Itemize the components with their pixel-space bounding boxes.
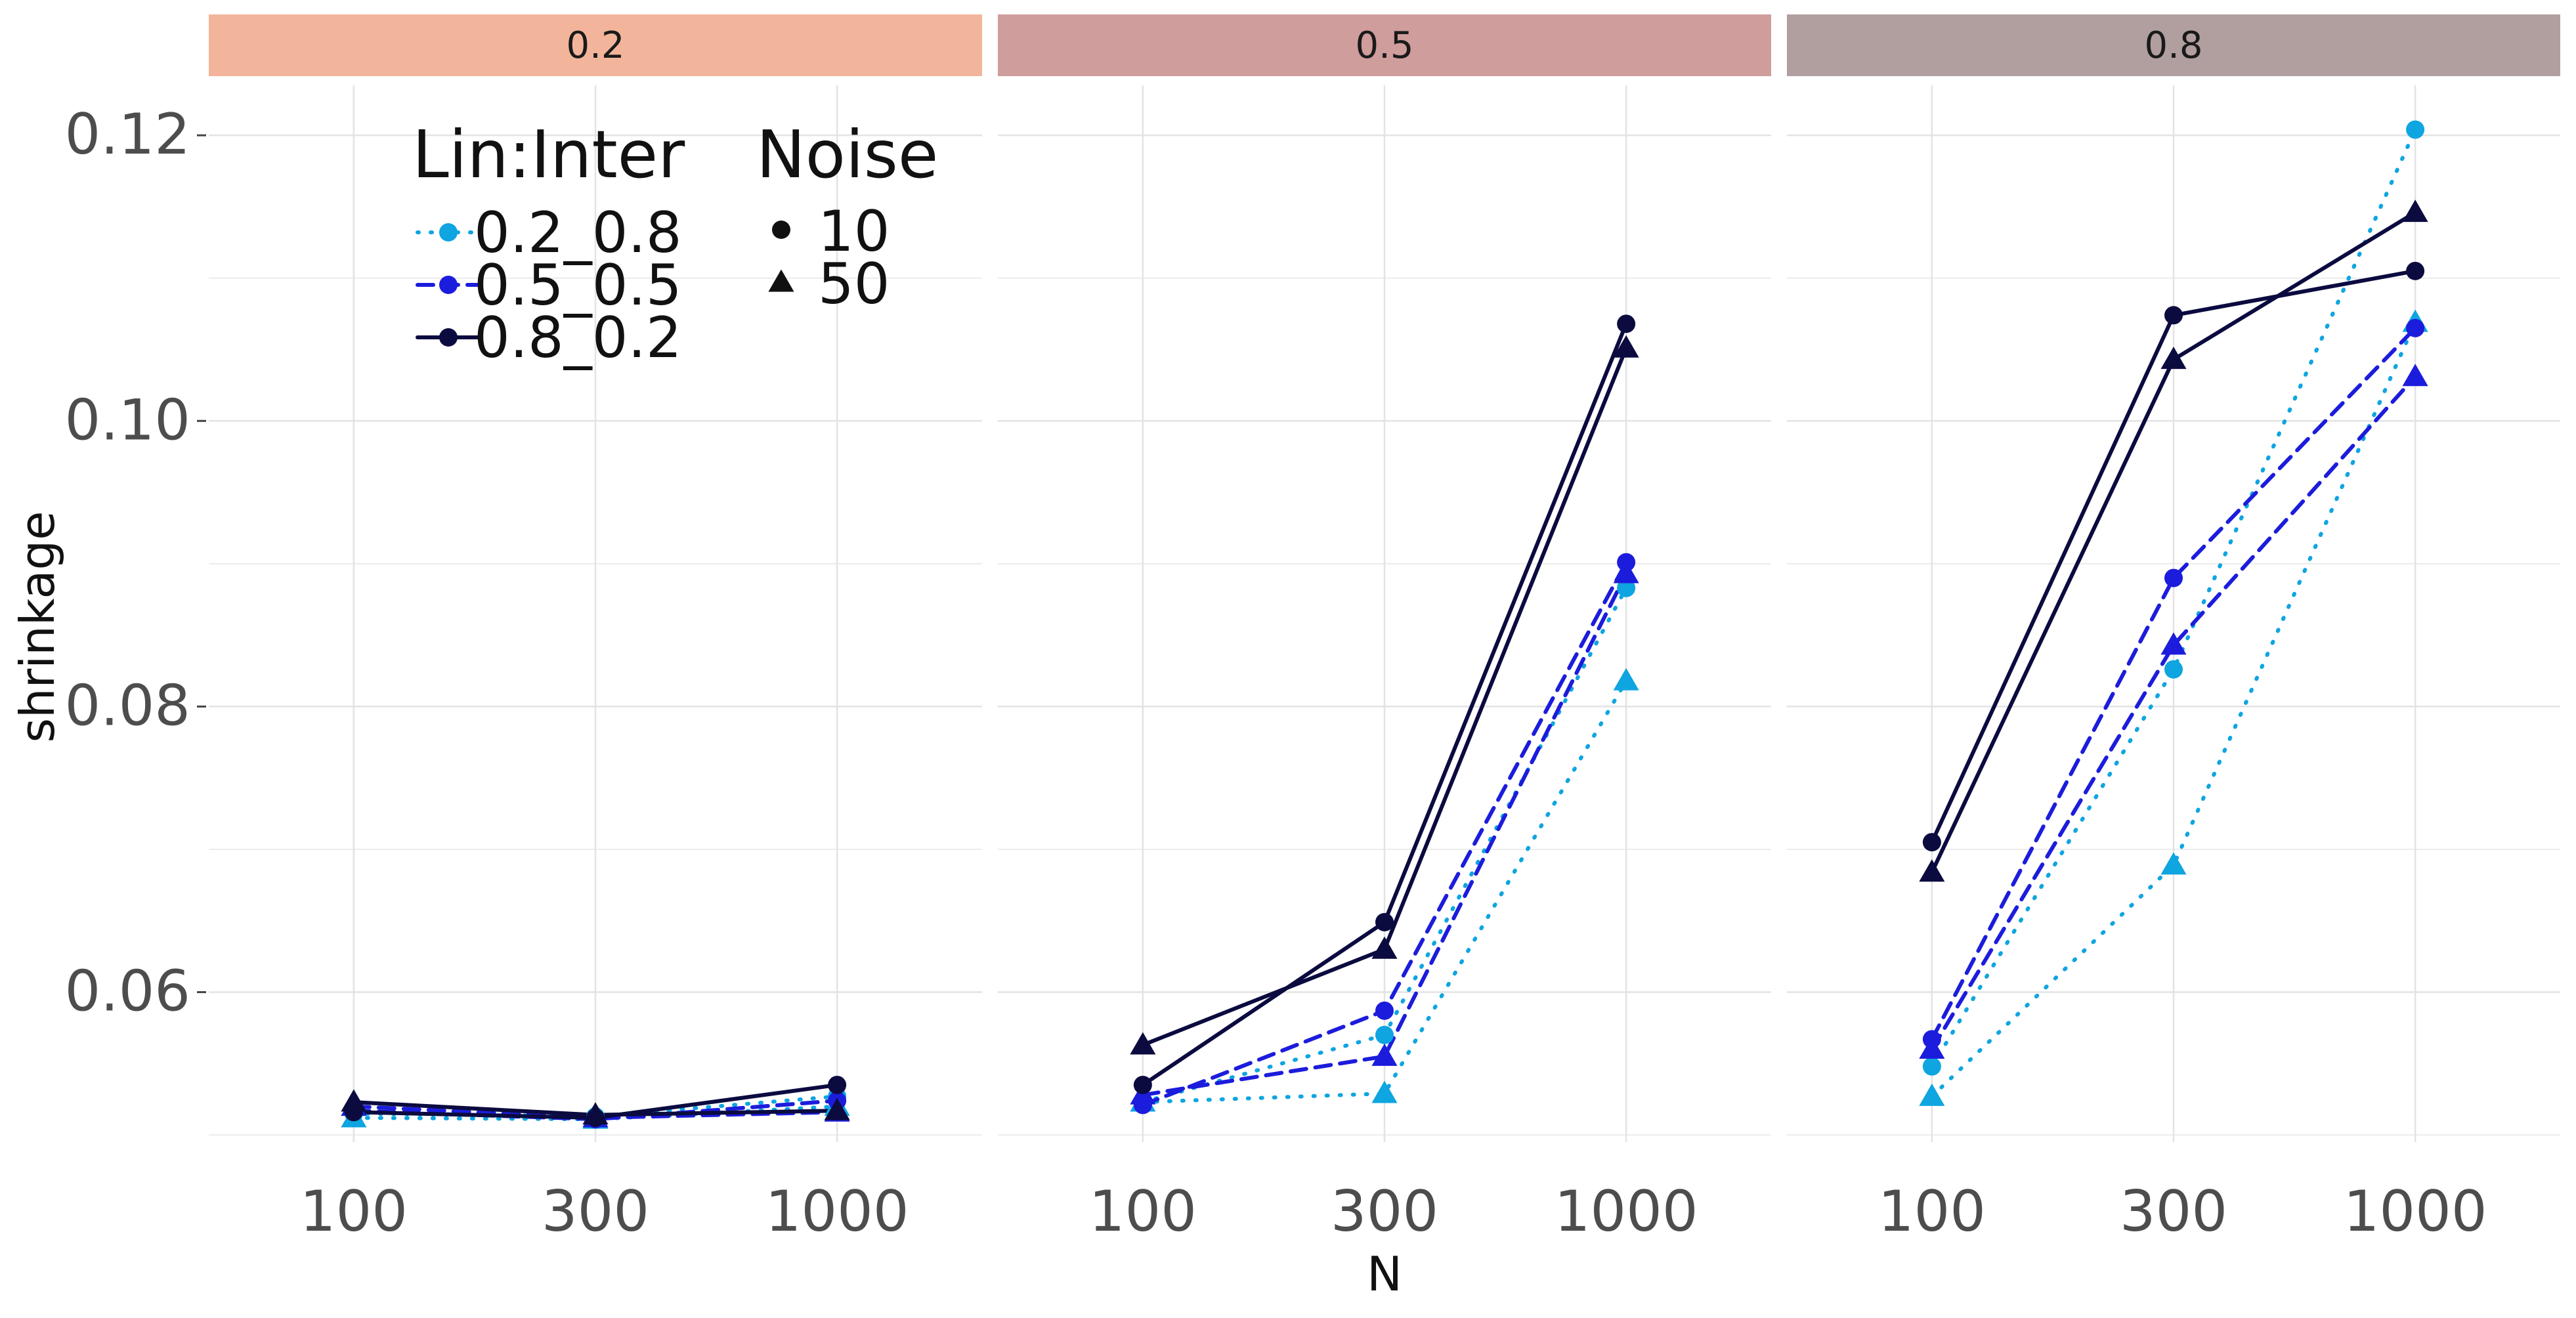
x-tick-label: 1000: [765, 1179, 909, 1244]
facet-strip: [998, 14, 1771, 76]
circle-marker: [1922, 833, 1941, 852]
legend-shape-label: 10: [818, 199, 890, 265]
triangle-marker: [2402, 364, 2428, 387]
x-tick-label: 100: [1089, 1179, 1197, 1244]
legend-key-circle: [772, 221, 790, 239]
x-tick-label: 300: [2120, 1179, 2227, 1244]
triangle-marker: [1613, 668, 1639, 691]
legend-color-label: 0.8_0.2: [474, 305, 682, 371]
series-points: [1133, 314, 1636, 1094]
triangle-marker: [824, 1097, 850, 1120]
series-points: [1130, 335, 1639, 1055]
triangle-marker: [2160, 852, 2187, 875]
series-points: [341, 1089, 850, 1125]
y-tick-label: 0.06: [65, 959, 190, 1025]
circle-marker: [828, 1075, 847, 1094]
legend-color-label: 0.5_0.5: [474, 253, 682, 318]
triangle-marker: [1371, 1043, 1398, 1066]
y-axis-title: shrinkage: [10, 511, 65, 743]
series-points: [1922, 120, 2425, 1076]
series-points: [1133, 553, 1636, 1115]
circle-marker: [2406, 261, 2425, 280]
facet-strip-label: 0.8: [2144, 24, 2202, 67]
facet-strip: [209, 14, 982, 76]
x-axis-title: N: [1367, 1246, 1402, 1302]
series-points: [1919, 364, 2428, 1059]
series-line: [1140, 572, 1629, 1097]
y-tick-label: 0.08: [65, 673, 190, 738]
circle-marker: [1617, 314, 1636, 333]
y-tick-label: 0.12: [65, 102, 190, 167]
x-tick-label: 1000: [1555, 1179, 1698, 1244]
triangle-marker: [1919, 859, 1945, 882]
facet-strip-label: 0.5: [1355, 24, 1413, 67]
legend-color-title: Lin:Inter: [412, 116, 685, 193]
triangle-marker: [341, 1089, 367, 1112]
circle-marker: [1617, 578, 1636, 597]
x-tick-label: 300: [1331, 1179, 1438, 1244]
legend-key-triangle: [768, 269, 794, 292]
x-tick-label: 100: [300, 1179, 408, 1244]
facet-strip-label: 0.2: [566, 24, 624, 67]
triangle-marker: [1371, 1080, 1398, 1103]
series-line: [1929, 374, 2418, 1052]
circle-marker: [2406, 318, 2425, 337]
triangle-marker: [582, 1102, 609, 1125]
series-line: [1929, 326, 2418, 1042]
triangle-marker: [1919, 1036, 1945, 1059]
legend-color-label: 0.2_0.8: [474, 200, 682, 266]
triangle-marker: [2402, 200, 2428, 223]
triangle-marker: [2160, 632, 2187, 655]
legend-key-circle: [439, 328, 458, 347]
series-line: [1140, 679, 1629, 1105]
circle-marker: [1133, 1075, 1152, 1094]
circle-marker: [1922, 1057, 1941, 1076]
triangle-marker: [1371, 936, 1398, 959]
facet-strip: [1787, 14, 2560, 76]
circle-marker: [1375, 1025, 1394, 1044]
triangle-marker: [2160, 347, 2187, 370]
circle-marker: [2164, 306, 2183, 325]
circle-marker: [2406, 120, 2425, 139]
circle-marker: [1375, 1001, 1394, 1020]
legend-key-circle: [439, 223, 458, 242]
triangle-marker: [1613, 335, 1639, 358]
legend-shape-title: Noise: [756, 116, 938, 193]
circle-marker: [2164, 568, 2183, 587]
triangle-marker: [1130, 1032, 1156, 1055]
series-points: [1922, 318, 2425, 1049]
legend-shape-label: 50: [818, 251, 890, 317]
x-tick-label: 100: [1878, 1179, 1986, 1244]
triangle-marker: [1919, 1083, 1945, 1106]
legend-key-circle: [439, 276, 458, 294]
series-line: [351, 1104, 840, 1122]
triangle-marker: [1613, 561, 1639, 584]
x-tick-label: 1000: [2344, 1179, 2487, 1244]
y-tick-label: 0.10: [65, 387, 190, 453]
series-points: [1922, 261, 2425, 852]
series-points: [1919, 200, 2428, 882]
x-tick-label: 300: [542, 1179, 649, 1244]
circle-marker: [1375, 912, 1394, 931]
circle-marker: [2164, 660, 2183, 679]
